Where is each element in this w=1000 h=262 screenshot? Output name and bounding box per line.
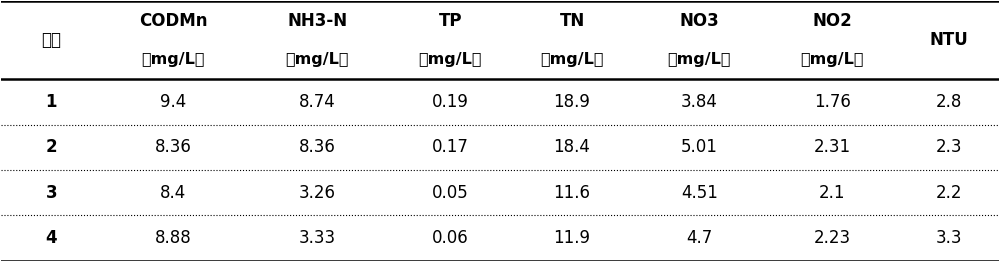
Text: 2: 2 (45, 138, 57, 156)
Text: （mg/L）: （mg/L） (801, 52, 864, 67)
Text: 1: 1 (45, 93, 57, 111)
Text: 3.26: 3.26 (299, 184, 336, 201)
Text: 5.01: 5.01 (681, 138, 718, 156)
Text: 8.36: 8.36 (155, 138, 192, 156)
Text: 0.06: 0.06 (432, 229, 469, 247)
Text: （mg/L）: （mg/L） (540, 52, 604, 67)
Text: 3.3: 3.3 (935, 229, 962, 247)
Text: 2.1: 2.1 (819, 184, 846, 201)
Text: 4.7: 4.7 (686, 229, 713, 247)
Text: CODMn: CODMn (139, 12, 207, 30)
Text: 18.9: 18.9 (554, 93, 590, 111)
Text: NO3: NO3 (680, 12, 719, 30)
Text: 8.74: 8.74 (299, 93, 336, 111)
Text: NTU: NTU (929, 31, 968, 49)
Text: 2.2: 2.2 (935, 184, 962, 201)
Text: 处理: 处理 (41, 31, 61, 49)
Text: 2.31: 2.31 (814, 138, 851, 156)
Text: 2.8: 2.8 (936, 93, 962, 111)
Text: （mg/L）: （mg/L） (418, 52, 482, 67)
Text: 3.33: 3.33 (299, 229, 336, 247)
Text: TN: TN (559, 12, 585, 30)
Text: （mg/L）: （mg/L） (141, 52, 205, 67)
Text: 9.4: 9.4 (160, 93, 186, 111)
Text: 2.3: 2.3 (935, 138, 962, 156)
Text: 0.05: 0.05 (432, 184, 469, 201)
Text: （mg/L）: （mg/L） (668, 52, 731, 67)
Text: 1.76: 1.76 (814, 93, 851, 111)
Text: 3: 3 (45, 184, 57, 201)
Text: 11.6: 11.6 (554, 184, 591, 201)
Text: 0.19: 0.19 (432, 93, 469, 111)
Text: 4.51: 4.51 (681, 184, 718, 201)
Text: 4: 4 (45, 229, 57, 247)
Text: NH3-N: NH3-N (287, 12, 347, 30)
Text: 0.17: 0.17 (432, 138, 469, 156)
Text: 8.88: 8.88 (155, 229, 192, 247)
Text: 8.36: 8.36 (299, 138, 336, 156)
Text: 11.9: 11.9 (554, 229, 591, 247)
Text: NO2: NO2 (813, 12, 852, 30)
Text: （mg/L）: （mg/L） (285, 52, 349, 67)
Text: TP: TP (438, 12, 462, 30)
Text: 8.4: 8.4 (160, 184, 186, 201)
Text: 3.84: 3.84 (681, 93, 718, 111)
Text: 18.4: 18.4 (554, 138, 590, 156)
Text: 2.23: 2.23 (814, 229, 851, 247)
